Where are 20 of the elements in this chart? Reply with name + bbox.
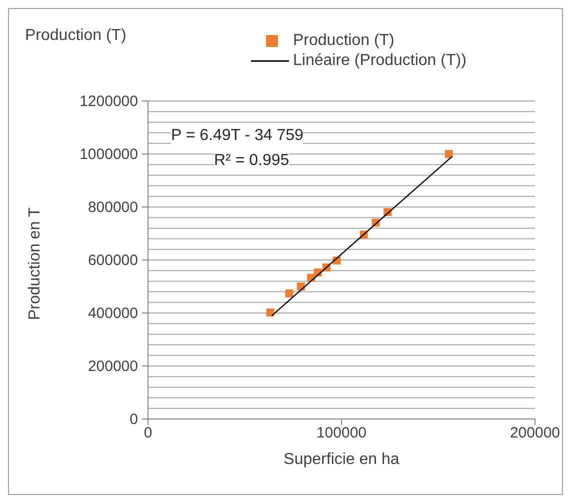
point xyxy=(266,308,274,316)
y-tick-label: 1000000 xyxy=(80,146,138,163)
y-tick-label: 400000 xyxy=(88,305,138,322)
x-tick-label: 0 xyxy=(144,424,152,442)
x-tick-label: 100000 xyxy=(316,424,367,442)
y-tick-label: 1200000 xyxy=(80,93,138,110)
point xyxy=(285,289,294,298)
legend-label: Linéaire (Production (T)) xyxy=(293,52,466,70)
chart-title: Production (T) xyxy=(25,27,126,45)
x-axis-title: Superficie en ha xyxy=(284,451,400,468)
y-tick-label: 0 xyxy=(130,411,138,428)
y-axis-title: Production en T xyxy=(26,207,44,320)
y-tick-label: 600000 xyxy=(88,252,138,269)
legend-label: Production (T) xyxy=(293,32,394,50)
annotation: R² = 0.995 xyxy=(214,152,290,170)
point xyxy=(444,150,453,158)
x-tick-label: 200000 xyxy=(510,424,560,442)
annotation: P = 6.49T - 34 759 xyxy=(171,127,304,145)
y-tick-label: 800000 xyxy=(88,199,138,216)
y-tick-label: 200000 xyxy=(88,358,138,375)
